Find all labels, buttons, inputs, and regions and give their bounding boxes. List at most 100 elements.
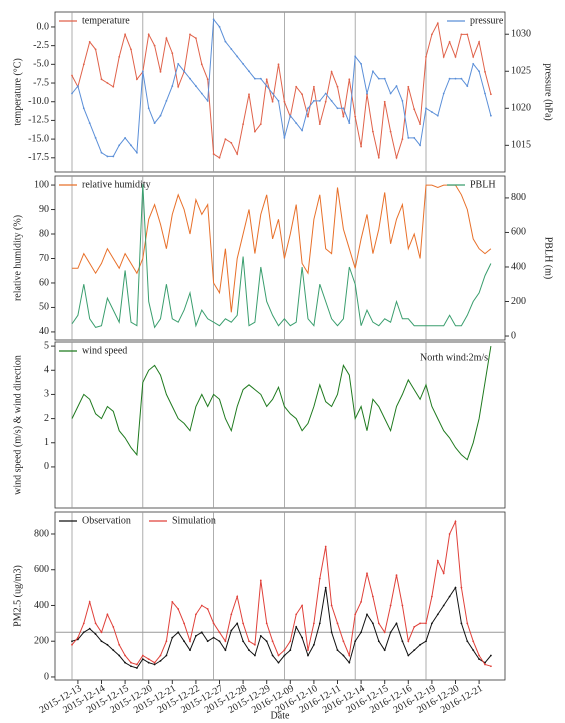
point bbox=[413, 626, 416, 628]
point bbox=[377, 622, 380, 625]
point bbox=[112, 649, 115, 652]
y-axis-label: wind speed (m/s) & wind direction bbox=[12, 355, 23, 495]
point bbox=[171, 85, 174, 87]
point bbox=[195, 634, 197, 637]
legend-label: PBLH bbox=[470, 179, 496, 190]
point bbox=[177, 631, 180, 634]
point bbox=[484, 70, 486, 73]
point bbox=[407, 137, 410, 139]
point bbox=[318, 123, 321, 126]
point bbox=[88, 600, 91, 603]
point bbox=[389, 130, 392, 133]
y-tick-label: -7.5 bbox=[33, 77, 49, 88]
point bbox=[289, 649, 292, 652]
point bbox=[372, 130, 374, 133]
point bbox=[130, 661, 132, 664]
point bbox=[354, 115, 357, 118]
y-axis-label: PM2.5 (ug/m3) bbox=[12, 565, 23, 627]
point bbox=[206, 608, 209, 610]
point bbox=[183, 622, 186, 625]
point bbox=[383, 100, 386, 103]
point bbox=[242, 640, 245, 643]
point bbox=[336, 649, 339, 652]
point bbox=[100, 631, 103, 634]
point bbox=[313, 643, 315, 646]
point bbox=[236, 622, 239, 625]
point bbox=[165, 99, 168, 102]
point bbox=[195, 613, 197, 616]
point bbox=[383, 631, 386, 634]
plot-frame bbox=[54, 175, 506, 341]
point bbox=[413, 108, 416, 111]
point bbox=[419, 123, 421, 126]
y-tick-label: 70 bbox=[39, 253, 49, 264]
y-tick-label: 80 bbox=[39, 228, 49, 239]
point bbox=[136, 667, 138, 669]
series-line bbox=[71, 18, 492, 157]
point bbox=[106, 82, 109, 84]
point bbox=[248, 640, 250, 643]
y-tick-label: -17.5 bbox=[28, 152, 49, 163]
point bbox=[147, 658, 150, 660]
point bbox=[490, 93, 492, 96]
point bbox=[224, 649, 227, 652]
point bbox=[88, 122, 91, 125]
point bbox=[301, 636, 303, 639]
point bbox=[360, 145, 362, 148]
point bbox=[106, 613, 109, 616]
point bbox=[425, 622, 427, 625]
point bbox=[307, 649, 309, 652]
y-tick-label: 800 bbox=[511, 192, 526, 203]
point bbox=[265, 85, 268, 87]
point bbox=[100, 151, 103, 154]
point bbox=[224, 40, 227, 43]
y-tick-label: 0 bbox=[511, 330, 516, 341]
point bbox=[342, 640, 345, 643]
legend-label: wind speed bbox=[82, 345, 127, 356]
point bbox=[301, 604, 303, 607]
point bbox=[295, 613, 298, 616]
point bbox=[336, 85, 339, 88]
point bbox=[301, 93, 303, 96]
point bbox=[94, 48, 97, 51]
legend-label: relative humidity bbox=[82, 179, 151, 190]
y-tick-label: 1 bbox=[44, 437, 49, 448]
point bbox=[466, 640, 469, 643]
point bbox=[460, 622, 463, 625]
point bbox=[454, 586, 457, 589]
y-tick-label: 600 bbox=[34, 564, 49, 575]
point bbox=[377, 156, 380, 159]
point bbox=[141, 654, 144, 657]
point bbox=[407, 640, 410, 643]
point bbox=[472, 649, 475, 652]
series-line bbox=[71, 519, 492, 667]
point bbox=[271, 100, 274, 103]
point bbox=[448, 595, 451, 598]
legend-label: Observation bbox=[82, 515, 131, 526]
point bbox=[259, 579, 262, 582]
point bbox=[425, 55, 427, 58]
point bbox=[478, 41, 480, 43]
point bbox=[165, 654, 168, 657]
point bbox=[82, 622, 85, 625]
y2-axis-label: pressure (hPa) bbox=[543, 63, 554, 120]
point bbox=[100, 78, 103, 81]
point bbox=[395, 622, 398, 625]
point bbox=[442, 604, 445, 607]
point bbox=[407, 85, 410, 88]
point bbox=[183, 640, 186, 643]
point bbox=[478, 70, 480, 73]
point bbox=[271, 92, 274, 95]
point bbox=[490, 665, 492, 668]
point bbox=[147, 107, 150, 110]
y-tick-label: 1025 bbox=[511, 66, 531, 77]
point bbox=[301, 129, 303, 132]
point bbox=[271, 640, 274, 643]
point bbox=[177, 62, 180, 65]
point bbox=[153, 122, 156, 125]
point bbox=[177, 608, 180, 610]
point bbox=[171, 600, 174, 603]
point bbox=[77, 85, 79, 87]
point bbox=[389, 604, 392, 607]
point bbox=[259, 77, 262, 80]
